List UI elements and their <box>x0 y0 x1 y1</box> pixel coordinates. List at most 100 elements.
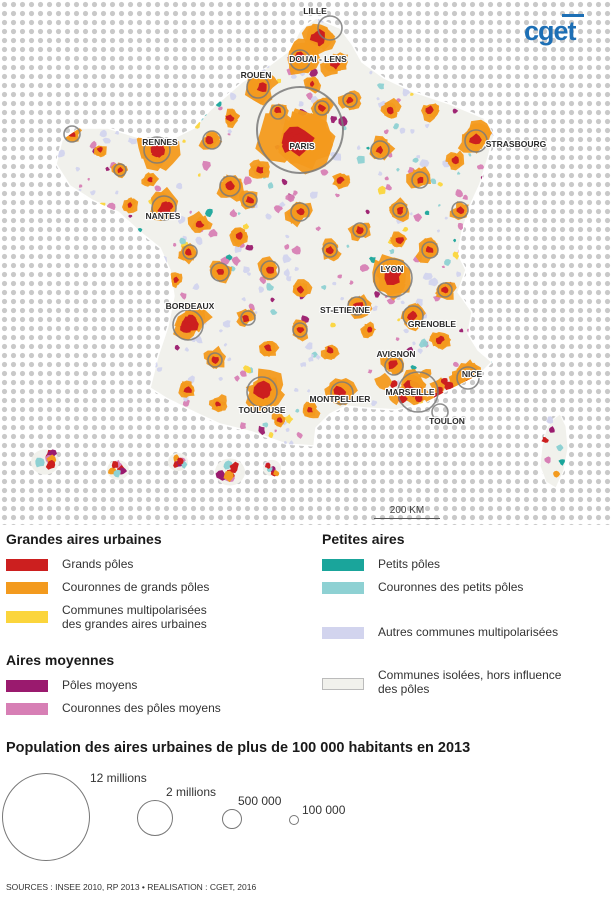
pole-patch <box>296 285 305 294</box>
corsica-patch <box>544 456 551 464</box>
pole-patch <box>256 82 267 92</box>
pole-patch <box>326 346 334 354</box>
small-area-patch <box>179 237 186 245</box>
legend-label-line1: Communes multipolarisées <box>62 603 207 617</box>
population-legend-title: Population des aires urbaines de plus de… <box>6 740 471 756</box>
small-area-patch <box>288 440 294 446</box>
legend-item-poles-moyens: Pôles moyens <box>6 678 137 692</box>
small-area-patch <box>457 171 461 175</box>
small-area-patch <box>402 88 411 97</box>
small-area-patch <box>340 297 345 301</box>
small-area-patch <box>477 164 485 170</box>
small-area-patch <box>265 213 272 220</box>
small-area-patch <box>285 194 295 203</box>
sources-credit: SOURCES : INSEE 2010, RP 2013 • REALISAT… <box>6 882 257 892</box>
small-area-patch <box>441 265 445 268</box>
small-area-patch <box>225 254 233 261</box>
pole-patch <box>310 80 315 87</box>
small-area-patch <box>377 171 383 176</box>
pole-patch <box>296 208 305 216</box>
population-circle <box>317 15 343 41</box>
small-area-patch <box>436 229 440 233</box>
small-area-patch <box>267 182 274 189</box>
pole-patch <box>225 114 235 122</box>
population-circle <box>342 92 358 108</box>
corsica-patch <box>546 416 554 424</box>
small-area-patch <box>376 97 380 101</box>
small-area-patch <box>456 271 462 277</box>
small-area-patch <box>291 245 301 255</box>
overseas-patch <box>119 467 128 475</box>
population-circle <box>210 262 230 282</box>
small-area-patch <box>412 341 416 346</box>
small-area-patch <box>412 157 419 163</box>
small-area-patch <box>241 297 246 302</box>
small-area-patch <box>311 354 314 357</box>
pole-patch <box>242 315 250 323</box>
city-label: AVIGNON <box>376 349 415 359</box>
small-area-patch <box>399 127 406 134</box>
small-area-patch <box>413 213 423 222</box>
pole-patch <box>417 176 424 184</box>
population-circle <box>182 244 198 260</box>
swatch-poles-moyens <box>6 680 48 692</box>
overseas-patch <box>111 461 119 469</box>
small-area-patch <box>298 101 304 107</box>
small-area-patch <box>229 208 238 218</box>
small-area-patch <box>300 362 307 368</box>
corsica-patch <box>553 470 561 478</box>
pole-patch <box>180 323 191 333</box>
small-area-patch <box>417 348 423 355</box>
small-area-patch <box>279 201 286 207</box>
population-circle <box>402 305 424 327</box>
small-area-patch <box>294 266 299 272</box>
couronne-patch <box>409 378 426 390</box>
population-circle <box>207 352 223 368</box>
population-circle <box>347 296 367 316</box>
population-circle <box>421 241 439 259</box>
pole-patch <box>260 387 271 398</box>
small-area-patch <box>367 369 373 374</box>
overseas-patch <box>215 470 226 481</box>
small-area-patch <box>242 266 250 273</box>
pole-patch <box>211 356 219 364</box>
legend-label: Grands pôles <box>62 557 134 571</box>
small-area-patch <box>75 166 81 172</box>
small-area-patch <box>385 184 392 191</box>
small-area-patch <box>282 254 292 264</box>
overseas-territories <box>31 449 281 486</box>
pole-patch <box>205 135 214 145</box>
city-label: PARIS <box>289 141 315 151</box>
small-area-patch <box>369 256 376 264</box>
small-area-patch <box>184 347 189 352</box>
cget-logo: cget <box>524 14 600 54</box>
small-area-patch <box>178 216 186 225</box>
legend-label: Communes multipolarisées des grandes air… <box>62 603 207 631</box>
pole-patch <box>225 180 235 191</box>
city-label: TOULOUSE <box>238 405 285 415</box>
scale-line <box>374 518 440 519</box>
small-area-patch <box>222 320 231 328</box>
pole-patch <box>346 96 354 104</box>
population-circle <box>290 202 310 222</box>
small-area-patch <box>444 259 451 266</box>
small-area-patch <box>305 92 313 101</box>
population-circle <box>256 86 344 174</box>
legend-label: Communes isolées, hors influence des pôl… <box>378 668 561 696</box>
city-labels-layer: LILLE DOUAI - LENS ROUEN PARIS RENNES STRASBO… <box>141 5 548 427</box>
small-area-patch <box>127 137 134 144</box>
small-area-patch <box>281 178 288 186</box>
population-circle <box>219 175 241 197</box>
small-area-patch <box>89 190 96 196</box>
pop-label-500000: 500 000 <box>238 794 282 808</box>
small-area-patch <box>374 291 381 298</box>
pop-label-12-millions: 12 millions <box>90 771 147 785</box>
small-area-patch <box>306 389 310 393</box>
small-area-patch <box>392 123 399 130</box>
swatch-petits-poles <box>322 559 364 571</box>
small-area-patch <box>462 194 468 200</box>
city-label: TOULON <box>429 416 465 426</box>
small-area-patch <box>78 184 83 188</box>
pole-patch <box>441 286 449 294</box>
small-area-patch <box>424 210 430 215</box>
